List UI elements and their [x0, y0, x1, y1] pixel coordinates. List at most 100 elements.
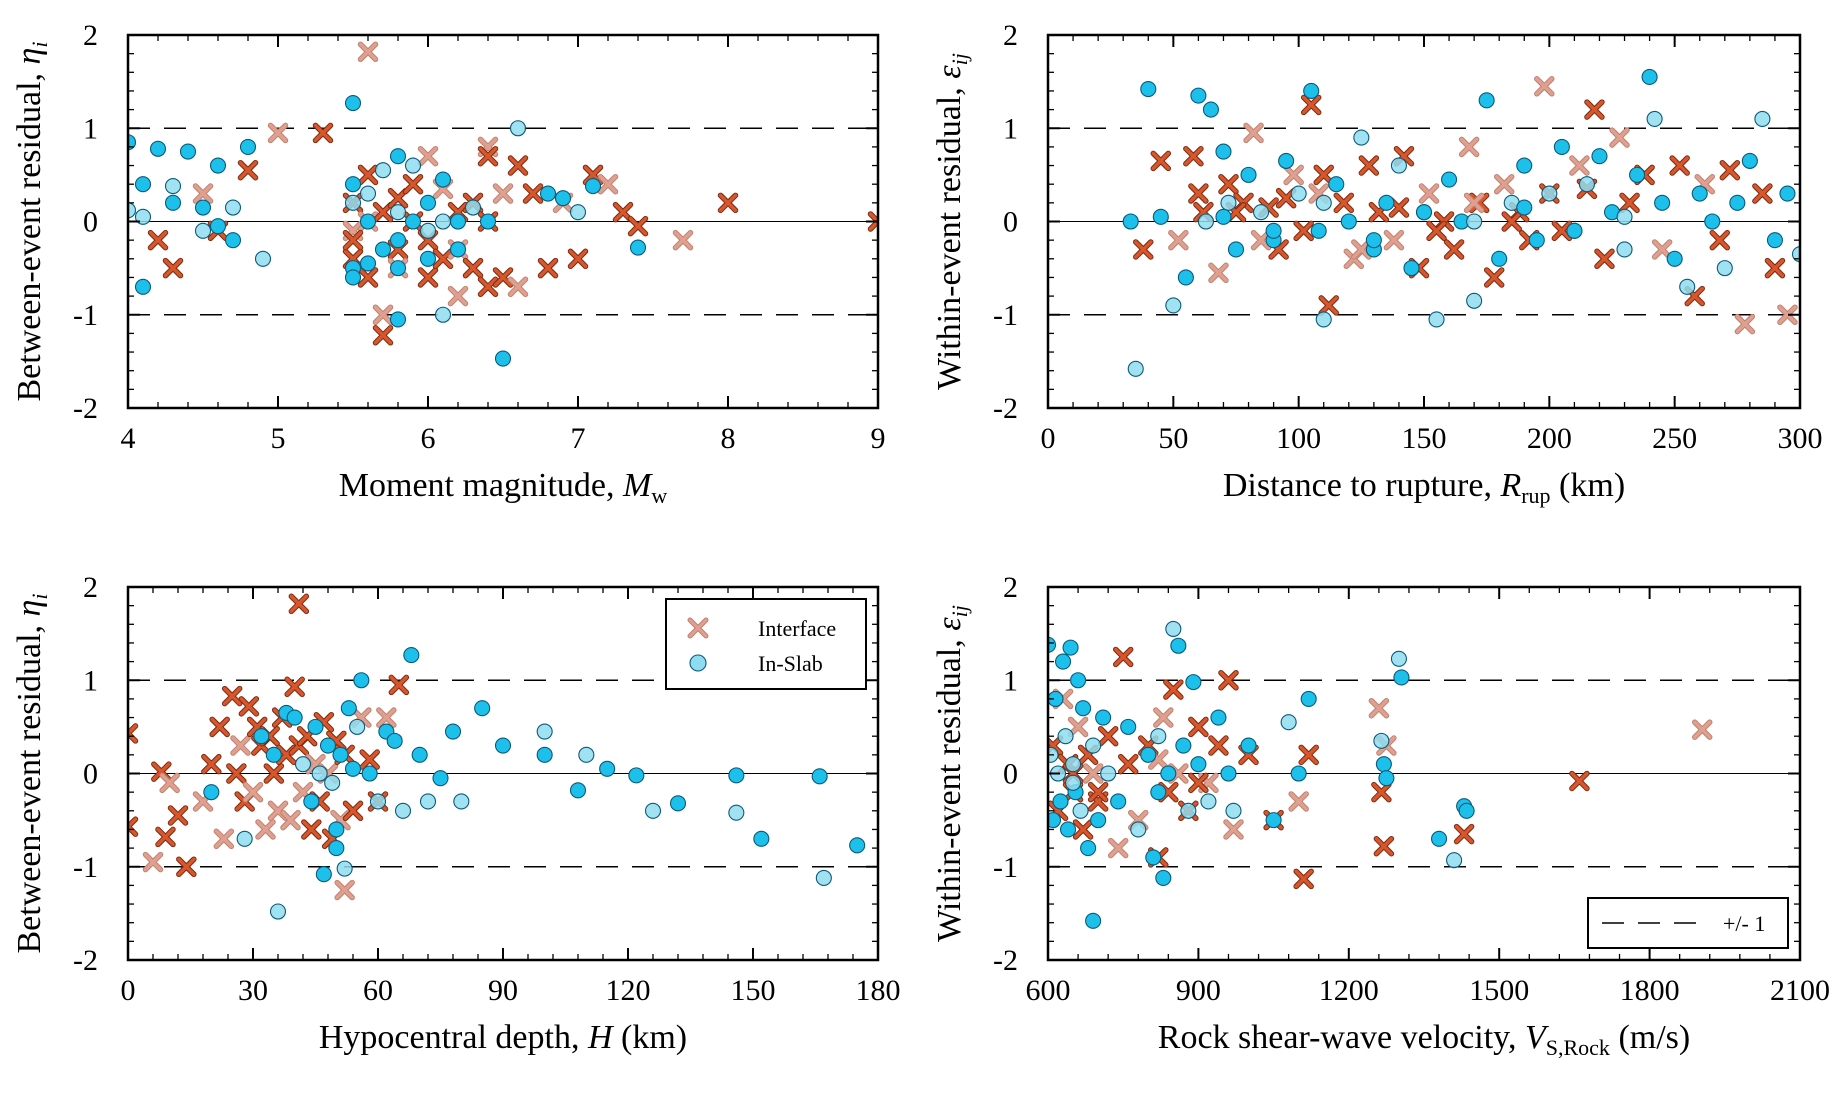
interface-point: [142, 851, 164, 873]
inslab-point: [332, 746, 349, 763]
interface-point: [1368, 697, 1390, 719]
inslab-point: [194, 222, 212, 239]
inslab-point: [1378, 770, 1395, 787]
interface-point: [201, 753, 222, 775]
inslab-point: [1679, 278, 1696, 295]
interface-point: [477, 276, 499, 298]
inslab-point: [349, 718, 366, 735]
interface-point: [1168, 229, 1189, 251]
inslab-point: [1190, 756, 1207, 773]
inslab-point: [1779, 185, 1796, 202]
interface-point: [1752, 183, 1773, 204]
interface-point: [507, 276, 529, 298]
interface-point: [1082, 763, 1104, 784]
x-tick-label: 300: [1778, 422, 1823, 455]
interface-point: [1426, 220, 1447, 242]
interface-point: [1208, 735, 1229, 756]
interface-point: [1087, 781, 1109, 803]
interface-point: [1734, 313, 1756, 335]
inslab-point: [1185, 674, 1202, 691]
interface-point: [357, 267, 379, 288]
interface-point: [1764, 257, 1786, 279]
inslab-point: [599, 760, 616, 777]
inslab-point: [328, 821, 345, 838]
inslab-point: [311, 765, 328, 782]
inslab-point: [1065, 774, 1082, 791]
inslab-point: [479, 213, 497, 230]
inslab-point: [1791, 246, 1800, 263]
inslab-point: [1629, 166, 1646, 183]
inslab-point: [344, 760, 362, 777]
inslab-point: [1227, 241, 1245, 258]
interface-point: [159, 772, 180, 794]
inslab-point: [628, 767, 645, 784]
x-tick-label: 0: [1041, 422, 1056, 455]
interface-point: [1112, 646, 1134, 668]
inslab-point: [1591, 148, 1608, 165]
inslab-point: [629, 239, 647, 256]
interface-point: [357, 41, 379, 63]
inslab-point: [1430, 830, 1448, 847]
interface-point: [147, 229, 169, 251]
inslab-point: [134, 278, 152, 295]
interface-point: [162, 257, 184, 279]
interface-point: [1534, 76, 1555, 97]
interface-point: [1443, 239, 1465, 260]
interface-point: [1298, 744, 1319, 766]
interface-point: [226, 763, 247, 784]
y-tick-label: -2: [73, 944, 98, 977]
inslab-point: [1175, 737, 1192, 754]
inslab-point: [1127, 360, 1144, 377]
interface-point: [1097, 725, 1119, 747]
inslab-point: [1052, 793, 1069, 810]
inslab-point: [1729, 194, 1746, 211]
inslab-point: [1177, 269, 1194, 286]
inslab-point: [1578, 176, 1595, 193]
inslab-point: [1048, 812, 1062, 829]
interface-point: [372, 201, 394, 223]
x-tick-label: 600: [1026, 974, 1071, 1007]
inslab-point: [128, 202, 137, 219]
interface-point: [417, 267, 439, 288]
inslab-point: [1428, 311, 1445, 328]
inslab-point: [1641, 68, 1658, 86]
interface-point: [1067, 716, 1089, 738]
markers: [128, 593, 866, 920]
inslab-point: [1478, 92, 1495, 109]
chart-panel-1: 4 5 6 7 8 9 -2 -1 0 1 2 Moment magnitude, Mw Between…: [11, 19, 886, 508]
inslab-point: [224, 232, 242, 249]
inslab-point: [1202, 101, 1219, 118]
x-tick-label: 30: [238, 974, 268, 1007]
inslab-point: [149, 140, 167, 157]
inslab-point: [1170, 637, 1187, 654]
x-axis-label: Distance to rupture, Rrup (km): [1223, 467, 1625, 508]
y-tick-label: 2: [1003, 19, 1018, 52]
inslab-point: [1155, 869, 1172, 886]
y-tick-label: 0: [83, 206, 98, 239]
inslab-point: [209, 218, 227, 235]
interface-point: [567, 248, 589, 270]
inslab-point: [1165, 620, 1182, 638]
interface-point: [492, 183, 514, 204]
inslab-point: [319, 737, 337, 754]
interface-point: [1318, 295, 1339, 316]
inslab-point: [1180, 802, 1197, 819]
x-tick-label: 150: [1402, 422, 1447, 455]
interface-point: [372, 304, 394, 325]
inslab-point: [1466, 213, 1483, 230]
inslab-point: [374, 162, 392, 179]
inslab-point: [1160, 765, 1177, 782]
inslab-point: [444, 723, 462, 740]
y-tick-label: 2: [83, 571, 98, 604]
inslab-point: [1666, 250, 1683, 267]
inslab-point: [584, 178, 602, 195]
inslab-point: [494, 350, 512, 367]
inslab-point: [1516, 157, 1533, 174]
x-tick-label: 60: [363, 974, 393, 1007]
interface-point: [1208, 262, 1229, 284]
inslab-point: [1100, 765, 1117, 782]
inslab-point: [1070, 672, 1087, 689]
x-tick-label: 1200: [1319, 974, 1379, 1007]
inslab-point: [1075, 700, 1092, 717]
inslab-point: [1110, 793, 1127, 810]
